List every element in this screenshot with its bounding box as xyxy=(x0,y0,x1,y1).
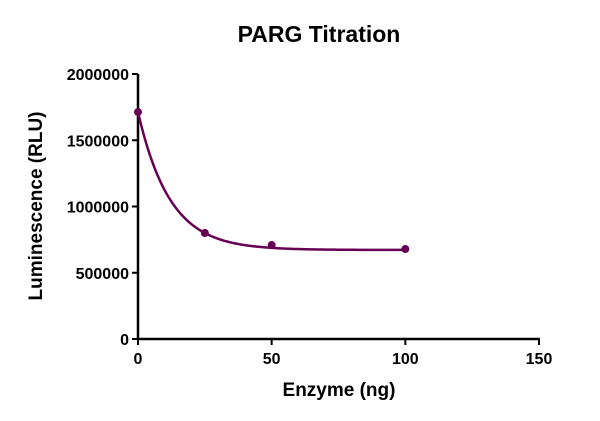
x-tick-label: 0 xyxy=(134,351,143,368)
y-tick-label: 1000000 xyxy=(67,200,129,217)
y-tick-label: 0 xyxy=(120,332,129,349)
y-tick-label: 500000 xyxy=(76,266,129,283)
x-tick-label: 50 xyxy=(263,351,281,368)
data-point xyxy=(200,229,209,237)
data-point xyxy=(267,241,276,250)
x-axis-label: Enzyme (ng) xyxy=(283,380,396,401)
data-point xyxy=(401,245,410,254)
y-axis-label: Luminescence (RLU) xyxy=(26,112,47,301)
x-tick-label: 150 xyxy=(526,351,553,368)
x-axis: 0 50 100 150 xyxy=(134,337,553,368)
fit-curve xyxy=(136,111,406,252)
chart-title: PARG Titration xyxy=(238,21,401,47)
y-tick-label: 2000000 xyxy=(67,67,129,84)
y-axis: 0 500000 1000000 1500000 2000000 xyxy=(67,67,140,349)
data-point xyxy=(134,108,142,117)
x-tick-label: 100 xyxy=(392,351,419,368)
data-series xyxy=(134,108,410,254)
y-tick-label: 1500000 xyxy=(67,133,129,150)
